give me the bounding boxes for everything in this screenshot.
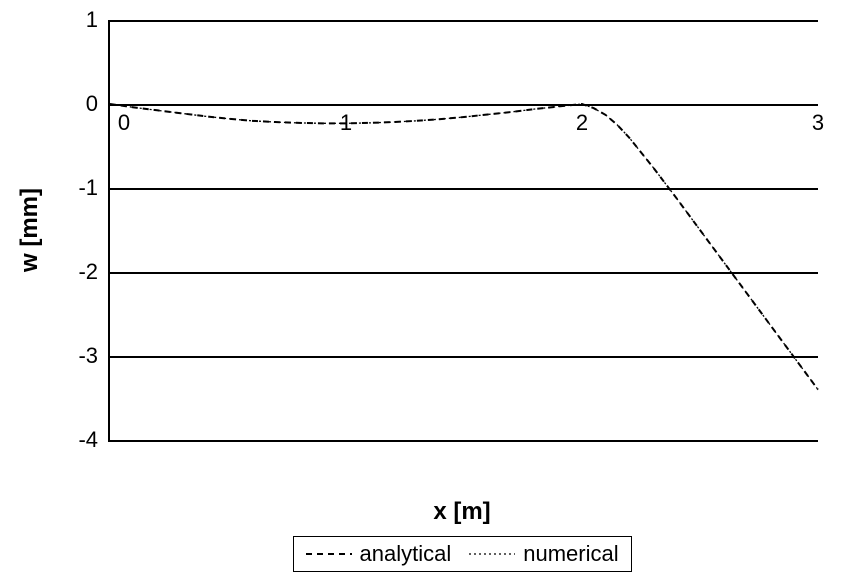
x-axis-label: x [m] (433, 498, 490, 526)
y-tick-label: -4 (78, 427, 110, 453)
legend-label: numerical (523, 541, 618, 567)
gridline (110, 272, 818, 274)
gridline (110, 188, 818, 190)
legend-swatch (306, 545, 352, 563)
legend-item: numerical (469, 541, 618, 567)
y-tick-label: -3 (78, 343, 110, 369)
legend-label: analytical (360, 541, 452, 567)
x-tick-label: 1 (340, 110, 352, 136)
series-curves (110, 20, 818, 440)
y-tick-label: 0 (86, 91, 110, 117)
gridline (110, 356, 818, 358)
gridline (110, 20, 818, 22)
gridline (110, 104, 818, 106)
plot-area: -4-3-2-1010123 (108, 20, 818, 442)
y-axis-label: w [mm] (16, 188, 44, 272)
y-tick-label: -1 (78, 175, 110, 201)
y-tick-label: 1 (86, 7, 110, 33)
legend: analytical numerical (293, 536, 632, 572)
series-numerical (110, 104, 818, 390)
x-tick-label: 3 (812, 110, 824, 136)
legend-item: analytical (306, 541, 452, 567)
series-analytical (110, 104, 818, 390)
x-tick-label: 2 (576, 110, 588, 136)
legend-swatch (469, 545, 515, 563)
x-tick-label: 0 (118, 110, 130, 136)
deflection-chart: -4 -3 -2 -1 0 1 0 1 2 3 w [mm] x [m] analytical nu… (0, 0, 847, 578)
y-tick-label: -2 (78, 259, 110, 285)
